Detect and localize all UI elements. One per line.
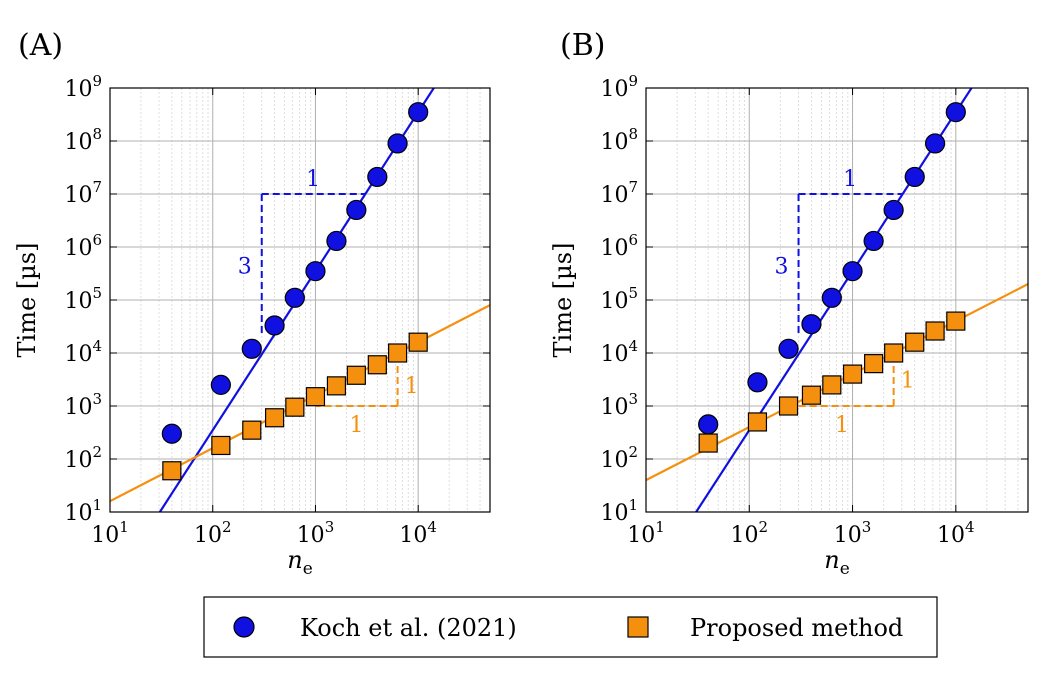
proposed-data-point — [946, 311, 966, 331]
y-tick-label: 106 — [600, 231, 638, 261]
y-tick-label: 104 — [64, 337, 102, 367]
proposed-data-point — [905, 332, 925, 352]
y-tick-label: 105 — [64, 284, 102, 314]
plot-frame — [645, 87, 1029, 513]
y-tick-label: 101 — [64, 496, 102, 526]
koch-data-point — [326, 230, 347, 252]
proposed-data-point — [326, 376, 347, 396]
data-layer — [646, 88, 1028, 512]
legend-proposed-marker — [627, 616, 649, 638]
koch-data-point — [305, 261, 326, 282]
y-tick-label: 108 — [600, 125, 638, 155]
koch-data-point — [904, 166, 925, 188]
slope-run-label: 1 — [350, 413, 364, 438]
panel-label: (B) — [560, 28, 605, 63]
proposed-data-point — [778, 396, 799, 416]
slope-rise-label: 3 — [775, 255, 789, 280]
slope-run-label: 1 — [306, 167, 320, 192]
proposed-data-point — [842, 364, 863, 384]
y-tick-label: 102 — [64, 443, 102, 473]
legend: Koch et al. (2021) Proposed method — [203, 596, 938, 658]
slope-rise-label: 1 — [901, 369, 915, 394]
proposed-data-point — [285, 397, 305, 417]
proposed-data-point — [387, 343, 408, 363]
legend-proposed-label: Proposed method — [690, 614, 903, 642]
y-tick-label: 103 — [64, 390, 102, 420]
y-tick-label: 102 — [600, 443, 638, 473]
y-tick-label: 103 — [600, 390, 638, 420]
x-tick-label: 102 — [194, 518, 232, 548]
plot-frame — [109, 87, 491, 513]
y-axis-label: Time [µs] — [549, 243, 577, 358]
x-axis-label: ne — [287, 546, 313, 579]
proposed-data-point — [801, 385, 822, 405]
slope-rise-label: 1 — [405, 374, 419, 399]
koch-data-point — [863, 230, 884, 252]
proposed-data-point — [747, 412, 768, 432]
koch-data-point — [801, 314, 822, 335]
panel-label: (A) — [18, 28, 63, 63]
panel-b: (B) 101 102 103 104 101 102 103 104 105 106 107 108 1… — [549, 28, 1029, 579]
grid — [646, 88, 1028, 512]
proposed-data-point — [367, 355, 387, 375]
x-tick-label: 104 — [937, 518, 975, 548]
proposed-data-point — [864, 354, 884, 374]
legend-koch-marker — [233, 616, 255, 638]
x-tick-label: 103 — [297, 518, 335, 548]
proposed-data-point — [346, 365, 366, 385]
y-tick-label: 101 — [600, 496, 638, 526]
koch-data-point — [698, 414, 719, 435]
koch-data-point — [210, 374, 231, 396]
koch-data-point — [747, 372, 768, 393]
proposed-data-point — [211, 435, 231, 456]
koch-data-point — [842, 261, 863, 282]
x-tick-label: 101 — [627, 518, 665, 548]
fit-line — [694, 88, 973, 512]
koch-data-point — [883, 199, 904, 221]
proposed-data-point — [925, 321, 945, 341]
y-tick-label: 107 — [64, 178, 102, 208]
legend-box — [203, 596, 938, 658]
proposed-data-point — [698, 433, 718, 453]
koch-data-point — [924, 133, 946, 154]
slope-run-label: 1 — [835, 413, 849, 438]
x-tick-label: 102 — [730, 518, 768, 548]
koch-data-point — [241, 338, 262, 359]
koch-data-point — [778, 338, 799, 359]
y-tick-label: 109 — [600, 72, 638, 102]
koch-data-point — [284, 287, 305, 308]
x-axis-label: ne — [824, 546, 850, 579]
koch-data-point — [387, 133, 408, 154]
koch-data-point — [161, 423, 182, 444]
x-tick-label: 101 — [91, 518, 129, 548]
y-tick-label: 109 — [64, 72, 102, 102]
y-tick-label: 104 — [600, 337, 638, 367]
proposed-data-point — [242, 420, 262, 440]
proposed-data-point — [822, 375, 842, 395]
proposed-data-point — [264, 408, 285, 428]
slope-rise-label: 3 — [238, 255, 252, 280]
panel-a: (A) 101 102 103 104 101 102 103 104 105 106 107 108 1… — [13, 28, 491, 579]
y-tick-label: 107 — [600, 178, 638, 208]
proposed-data-point — [884, 343, 904, 363]
proposed-data-point — [408, 332, 428, 352]
koch-data-point — [367, 166, 388, 188]
y-axis-label: Time [µs] — [13, 243, 41, 358]
proposed-data-point — [305, 387, 326, 407]
y-tick-label: 106 — [64, 231, 102, 261]
koch-data-point — [346, 199, 367, 221]
proposed-data-point — [162, 461, 182, 481]
koch-data-point — [821, 287, 842, 308]
x-tick-label: 104 — [399, 518, 437, 548]
slope-run-label: 1 — [843, 167, 857, 192]
y-tick-label: 105 — [600, 284, 638, 314]
koch-data-point — [264, 315, 285, 336]
koch-data-point — [945, 102, 966, 123]
koch-data-point — [408, 102, 429, 123]
legend-koch-label: Koch et al. (2021) — [300, 614, 517, 642]
y-tick-label: 108 — [64, 125, 102, 155]
x-tick-label: 103 — [834, 518, 872, 548]
